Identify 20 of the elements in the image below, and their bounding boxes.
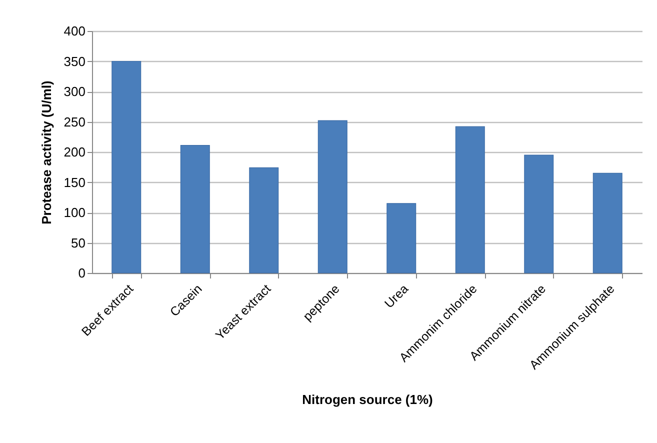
y-tick-label: 150 [64, 174, 86, 190]
y-tick-label: 100 [64, 205, 86, 220]
y-tick-label: 400 [64, 24, 86, 38]
bar [112, 60, 142, 274]
bar [318, 120, 348, 274]
bar [524, 154, 554, 274]
y-tick-label: 250 [64, 114, 86, 130]
y-tick-label: 200 [64, 144, 86, 160]
y-tick-label: 350 [64, 54, 86, 69]
bar [386, 203, 416, 274]
bar [455, 126, 485, 274]
y-tick-label: 50 [71, 235, 86, 250]
bar [592, 172, 622, 274]
x-axis-title: Nitrogen source (1%) [302, 392, 433, 407]
y-tick-label: 0 [78, 266, 86, 280]
y-tick-label: 300 [64, 84, 86, 99]
bar [249, 167, 279, 274]
bar [180, 145, 210, 274]
y-axis-title: Protease activity (U/ml) [38, 80, 54, 224]
x-tick-label: Urea [382, 282, 412, 311]
